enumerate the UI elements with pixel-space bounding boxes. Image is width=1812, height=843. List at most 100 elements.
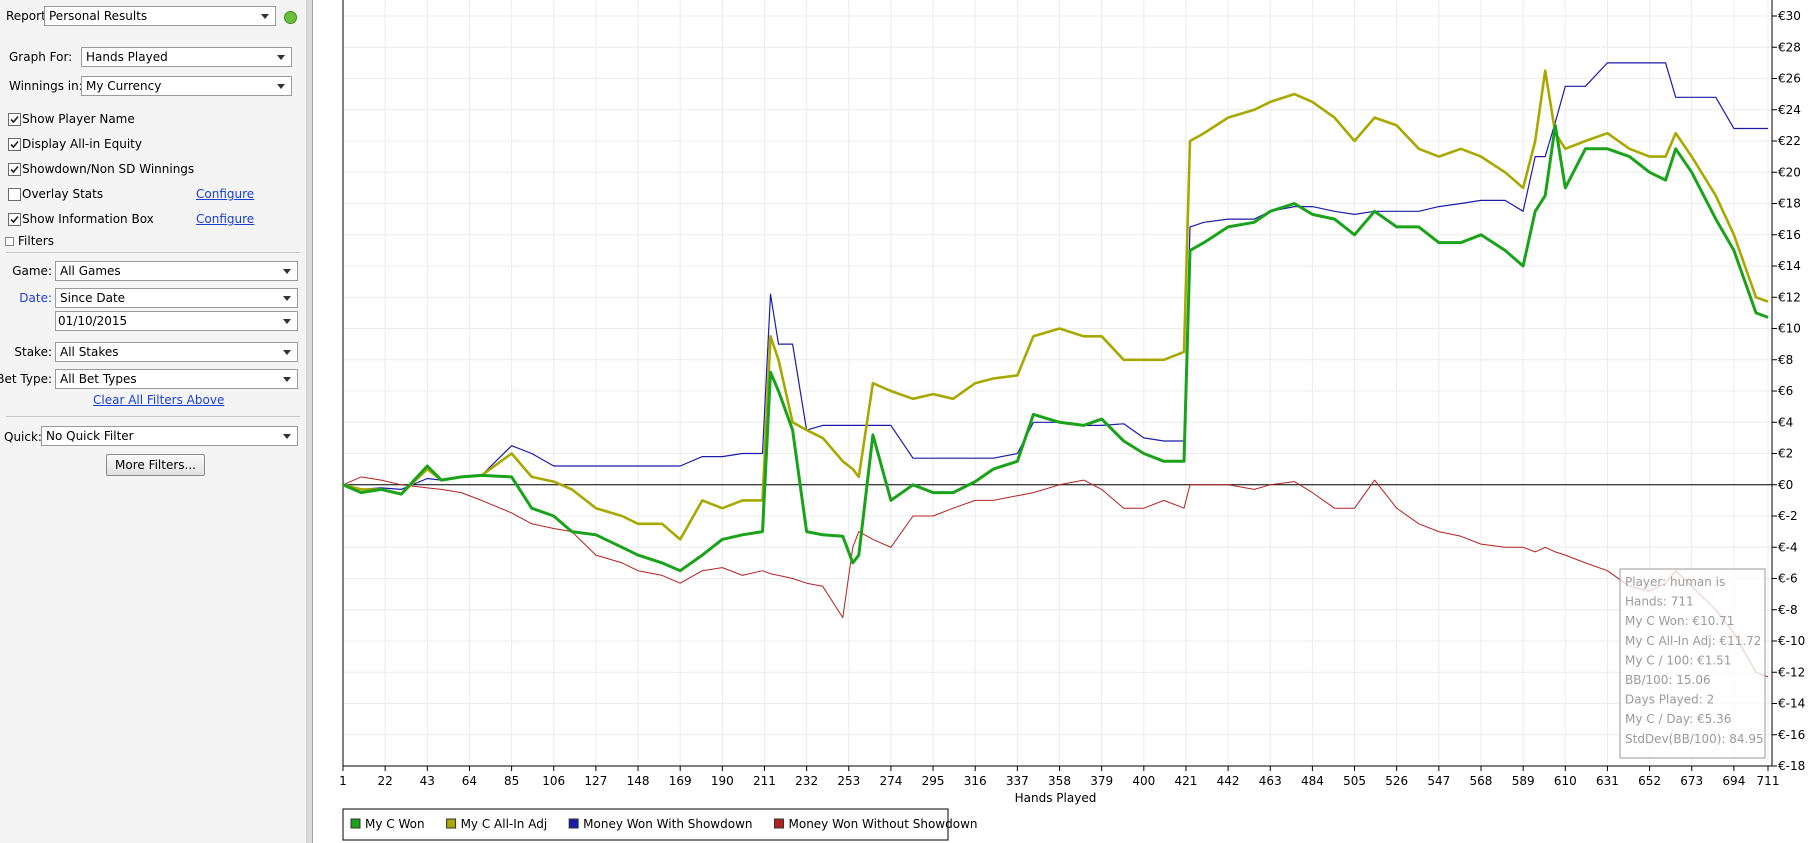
date-input[interactable]: 01/10/2015: [55, 311, 298, 331]
checkbox[interactable]: [8, 188, 21, 201]
graph-for-label: Graph For:: [9, 50, 73, 64]
x-tick-label: 106: [542, 774, 565, 788]
winnings-dropdown[interactable]: My Currency: [81, 76, 292, 96]
x-tick-label: 190: [711, 774, 734, 788]
x-tick-label: 232: [795, 774, 818, 788]
x-tick-label: 421: [1175, 774, 1198, 788]
legend-label: Money Won With Showdown: [583, 817, 752, 831]
check-mark: [10, 215, 19, 224]
y-tick-label: €24: [1778, 103, 1801, 117]
x-axis-label: Hands Played: [1015, 791, 1097, 805]
x-tick-label: 505: [1343, 774, 1366, 788]
x-tick-label: 652: [1638, 774, 1661, 788]
legend-label: Money Won Without Showdown: [789, 817, 978, 831]
sidebar: Report: Personal Results Graph For: Hand…: [0, 0, 307, 843]
report-dropdown[interactable]: Personal Results: [44, 6, 276, 26]
info-text: My C / 100: €1.51: [1625, 653, 1731, 667]
legend-label: My C Won: [365, 817, 425, 831]
help-icon[interactable]: [284, 11, 297, 24]
x-tick-label: 547: [1427, 774, 1450, 788]
more-filters-button[interactable]: More Filters...: [106, 454, 205, 476]
quick-dropdown[interactable]: No Quick Filter: [41, 426, 298, 446]
graph-for-dropdown[interactable]: Hands Played: [81, 47, 292, 67]
check-mark: [10, 215, 19, 224]
x-tick-label: 526: [1385, 774, 1408, 788]
checkbox[interactable]: [8, 113, 21, 126]
y-tick-label: €4: [1778, 415, 1793, 429]
x-tick-label: 127: [584, 774, 607, 788]
legend-swatch: [350, 818, 361, 829]
y-tick-label: €-16: [1778, 728, 1805, 742]
legend-box: [342, 808, 949, 841]
y-tick-label: €-10: [1778, 634, 1805, 648]
configure-link[interactable]: Configure: [196, 187, 255, 201]
series-line: [342, 62, 1768, 490]
x-tick-label: 631: [1596, 774, 1619, 788]
checkbox[interactable]: [8, 138, 21, 151]
x-tick-label: 148: [627, 774, 650, 788]
checkbox-label: Show Information Box: [22, 212, 154, 226]
y-tick-label: €8: [1778, 353, 1793, 367]
info-text: My C Won: €10.71: [1625, 614, 1734, 628]
watermark: POKERTRACKER: [857, 7, 1257, 56]
y-tick-label: €20: [1778, 165, 1801, 179]
x-tick-label: 316: [964, 774, 987, 788]
x-tick-label: 358: [1048, 774, 1071, 788]
info-box: [1619, 568, 1766, 759]
y-tick-label: €-4: [1778, 540, 1798, 554]
filters-title: Filters: [18, 234, 54, 248]
winnings-label: Winnings in:: [9, 79, 83, 93]
info-text: Hands: 711: [1625, 595, 1694, 609]
configure-link[interactable]: Configure: [196, 212, 255, 226]
x-tick-label: 64: [462, 774, 477, 788]
checkbox-label: Display All-in Equity: [22, 137, 142, 151]
legend-swatch: [568, 818, 579, 829]
x-tick-label: 568: [1470, 774, 1493, 788]
x-tick-label: 1: [339, 774, 347, 788]
y-tick-label: €14: [1778, 259, 1801, 273]
filter-dropdown[interactable]: All Stakes: [55, 342, 298, 362]
x-tick-label: 484: [1301, 774, 1324, 788]
x-tick-label: 337: [1006, 774, 1029, 788]
filter-label: Bet Type:: [0, 372, 52, 386]
x-tick-label: 169: [669, 774, 692, 788]
splitter[interactable]: [307, 0, 313, 843]
y-tick-label: €-6: [1778, 572, 1798, 586]
x-tick-label: 711: [1757, 774, 1780, 788]
x-tick-label: 85: [504, 774, 519, 788]
check-mark: [10, 165, 19, 174]
series-line: [342, 476, 1769, 678]
info-text: My C / Day: €5.36: [1625, 712, 1731, 726]
x-tick-label: 274: [879, 774, 902, 788]
info-text: StdDev(BB/100): 84.95: [1625, 732, 1764, 746]
y-tick-label: €16: [1778, 228, 1801, 242]
filter-dropdown[interactable]: Since Date: [55, 288, 298, 308]
series-line: [342, 69, 1769, 541]
info-text: Days Played: 2: [1625, 693, 1714, 707]
x-tick-label: 463: [1259, 774, 1282, 788]
y-tick-label: €-18: [1778, 759, 1805, 773]
checkbox[interactable]: [8, 163, 21, 176]
separator: [6, 252, 300, 253]
filter-dropdown[interactable]: All Bet Types: [55, 369, 298, 389]
checkbox[interactable]: [8, 213, 21, 226]
plot-area: [343, 0, 1772, 766]
y-tick-label: €-12: [1778, 665, 1805, 679]
clear-filters-link[interactable]: Clear All Filters Above: [93, 393, 225, 407]
info-text: My C All-In Adj: €11.72: [1625, 634, 1761, 648]
check-mark: [10, 165, 19, 174]
y-tick-label: €-2: [1778, 509, 1798, 523]
x-tick-label: 253: [837, 774, 860, 788]
x-tick-label: 379: [1090, 774, 1113, 788]
x-tick-label: 22: [378, 774, 393, 788]
y-tick-label: €2: [1778, 447, 1793, 461]
legend-swatch: [774, 818, 784, 829]
filter-dropdown[interactable]: All Games: [55, 261, 298, 281]
info-text: BB/100: 15.06: [1625, 673, 1711, 687]
checkbox-label: Show Player Name: [22, 112, 135, 126]
report-label: Report:: [6, 9, 50, 23]
check-mark: [10, 115, 19, 124]
x-tick-label: 43: [420, 774, 435, 788]
collapse-icon[interactable]: [5, 237, 14, 246]
